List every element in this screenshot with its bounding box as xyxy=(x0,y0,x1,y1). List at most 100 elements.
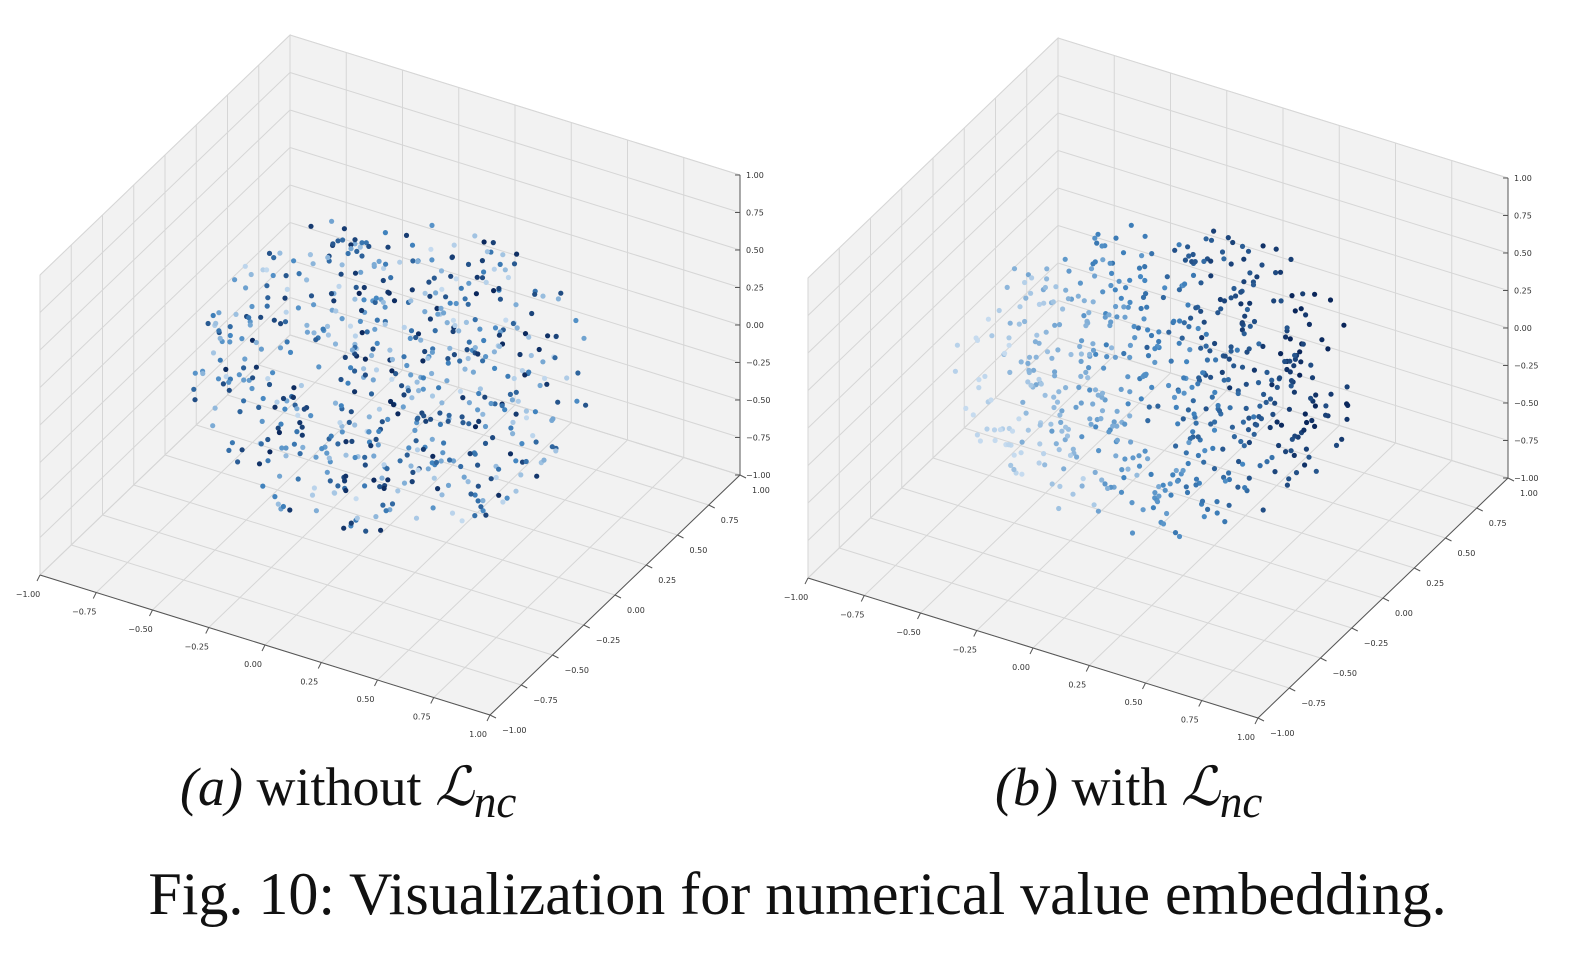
data-point xyxy=(342,478,348,484)
data-point xyxy=(497,296,503,302)
data-point xyxy=(210,312,216,319)
data-point xyxy=(371,477,377,483)
data-point xyxy=(1099,243,1105,249)
data-point xyxy=(1122,456,1128,462)
data-point xyxy=(347,323,354,329)
data-point xyxy=(1113,303,1119,310)
data-point xyxy=(461,474,467,480)
data-point xyxy=(1125,304,1131,310)
data-point xyxy=(280,503,286,510)
data-point xyxy=(537,382,543,389)
data-point xyxy=(235,459,241,465)
data-point xyxy=(1185,302,1191,308)
data-point xyxy=(1308,395,1314,401)
x-tick xyxy=(860,595,865,602)
gridline-z xyxy=(39,109,291,351)
y-tick xyxy=(1414,567,1421,572)
data-point xyxy=(418,337,424,343)
data-point xyxy=(1109,270,1115,276)
data-point xyxy=(480,411,486,417)
data-point xyxy=(496,343,503,349)
data-point xyxy=(1160,521,1167,527)
data-point xyxy=(1208,421,1214,427)
data-point xyxy=(278,421,284,427)
data-point xyxy=(449,254,455,260)
data-point xyxy=(363,240,369,246)
data-point xyxy=(481,239,487,245)
data-point xyxy=(1154,499,1161,505)
data-point xyxy=(1259,262,1265,268)
data-point xyxy=(476,390,482,397)
data-point xyxy=(1313,468,1319,474)
data-point xyxy=(354,248,360,254)
data-point xyxy=(1177,318,1183,324)
data-point xyxy=(310,261,316,267)
data-point xyxy=(476,418,482,424)
data-point xyxy=(480,358,486,364)
y-tick xyxy=(1445,537,1452,542)
data-point xyxy=(1325,346,1331,352)
data-point xyxy=(352,333,358,339)
data-point xyxy=(552,355,558,361)
data-point xyxy=(1210,445,1216,451)
data-point xyxy=(466,339,472,345)
data-point xyxy=(502,407,508,413)
data-point xyxy=(479,258,485,264)
data-point xyxy=(389,368,395,374)
data-point xyxy=(297,451,303,457)
data-point xyxy=(348,520,354,526)
data-point xyxy=(341,226,347,232)
data-point xyxy=(505,373,511,379)
data-point xyxy=(526,369,532,375)
data-point xyxy=(1075,293,1081,299)
data-point xyxy=(432,328,438,334)
data-point xyxy=(467,451,473,457)
data-point xyxy=(324,450,330,456)
data-point xyxy=(465,355,471,362)
y-tick xyxy=(552,654,559,659)
caption-b-label: (b) xyxy=(995,757,1058,817)
data-point xyxy=(1344,401,1350,407)
data-point xyxy=(352,389,358,395)
data-point xyxy=(452,322,458,329)
data-point xyxy=(343,487,349,494)
data-point xyxy=(1141,316,1147,322)
data-point xyxy=(483,512,489,518)
data-point xyxy=(1205,506,1211,512)
data-point xyxy=(490,435,496,441)
gridline-z xyxy=(39,34,291,276)
x-tick xyxy=(804,577,809,585)
data-point xyxy=(505,274,511,281)
data-point xyxy=(1085,375,1091,381)
data-point xyxy=(1264,459,1270,465)
data-point xyxy=(404,362,410,369)
data-point xyxy=(1193,420,1199,426)
data-point xyxy=(346,419,352,425)
data-point xyxy=(1132,335,1138,341)
data-point xyxy=(373,436,379,442)
z-tick-label: −0.75 xyxy=(1514,437,1539,446)
data-point xyxy=(1063,424,1069,430)
data-point xyxy=(320,326,326,332)
data-point xyxy=(477,386,483,392)
data-point xyxy=(1119,467,1125,473)
data-point xyxy=(1218,306,1224,312)
data-point xyxy=(564,375,570,381)
data-point xyxy=(1044,276,1050,282)
z-tick-label: −1.00 xyxy=(746,471,771,480)
data-point xyxy=(1142,264,1148,270)
data-point xyxy=(401,354,407,360)
data-point xyxy=(445,356,451,362)
data-point xyxy=(491,288,497,294)
data-point xyxy=(462,296,468,302)
data-point xyxy=(437,421,443,427)
data-point xyxy=(283,453,289,459)
data-point xyxy=(249,337,256,343)
data-point xyxy=(439,492,445,498)
data-point xyxy=(358,269,364,275)
data-point xyxy=(409,479,415,485)
data-point xyxy=(192,370,198,376)
data-point xyxy=(1118,386,1124,392)
data-point xyxy=(1289,293,1295,299)
data-point xyxy=(540,359,546,365)
